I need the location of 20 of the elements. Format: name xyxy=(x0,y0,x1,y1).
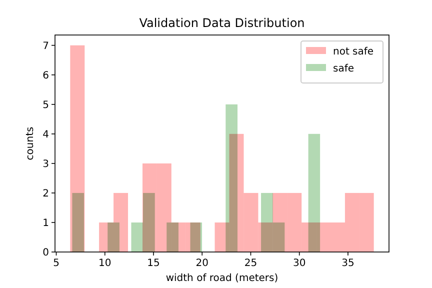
legend-label: not safe xyxy=(333,46,374,58)
legend-label: safe xyxy=(333,64,354,74)
x-tick-label: 10 xyxy=(98,258,112,269)
chart-title: Validation Data Distribution xyxy=(139,16,305,30)
y-tick-label: 0 xyxy=(42,248,49,258)
y-tick-label: 4 xyxy=(42,129,49,140)
x-tick-label: 30 xyxy=(292,258,306,269)
y-tick-label: 7 xyxy=(42,40,49,52)
y-tick-label: 2 xyxy=(42,188,49,200)
x-tick-label: 25 xyxy=(244,258,258,269)
y-axis-title: counts xyxy=(25,126,36,160)
x-tick-label: 35 xyxy=(342,258,354,269)
x-tick-label: 5 xyxy=(53,258,60,269)
x-tick-label: 15 xyxy=(147,258,160,269)
y-tick-label: 1 xyxy=(42,218,49,229)
y-tick-label: 6 xyxy=(42,70,49,82)
x-tick-label: 20 xyxy=(196,258,208,269)
x-axis-title: width of road (meters) xyxy=(166,273,278,284)
y-tick-label: 3 xyxy=(42,158,49,170)
y-tick-label: 5 xyxy=(42,100,49,111)
